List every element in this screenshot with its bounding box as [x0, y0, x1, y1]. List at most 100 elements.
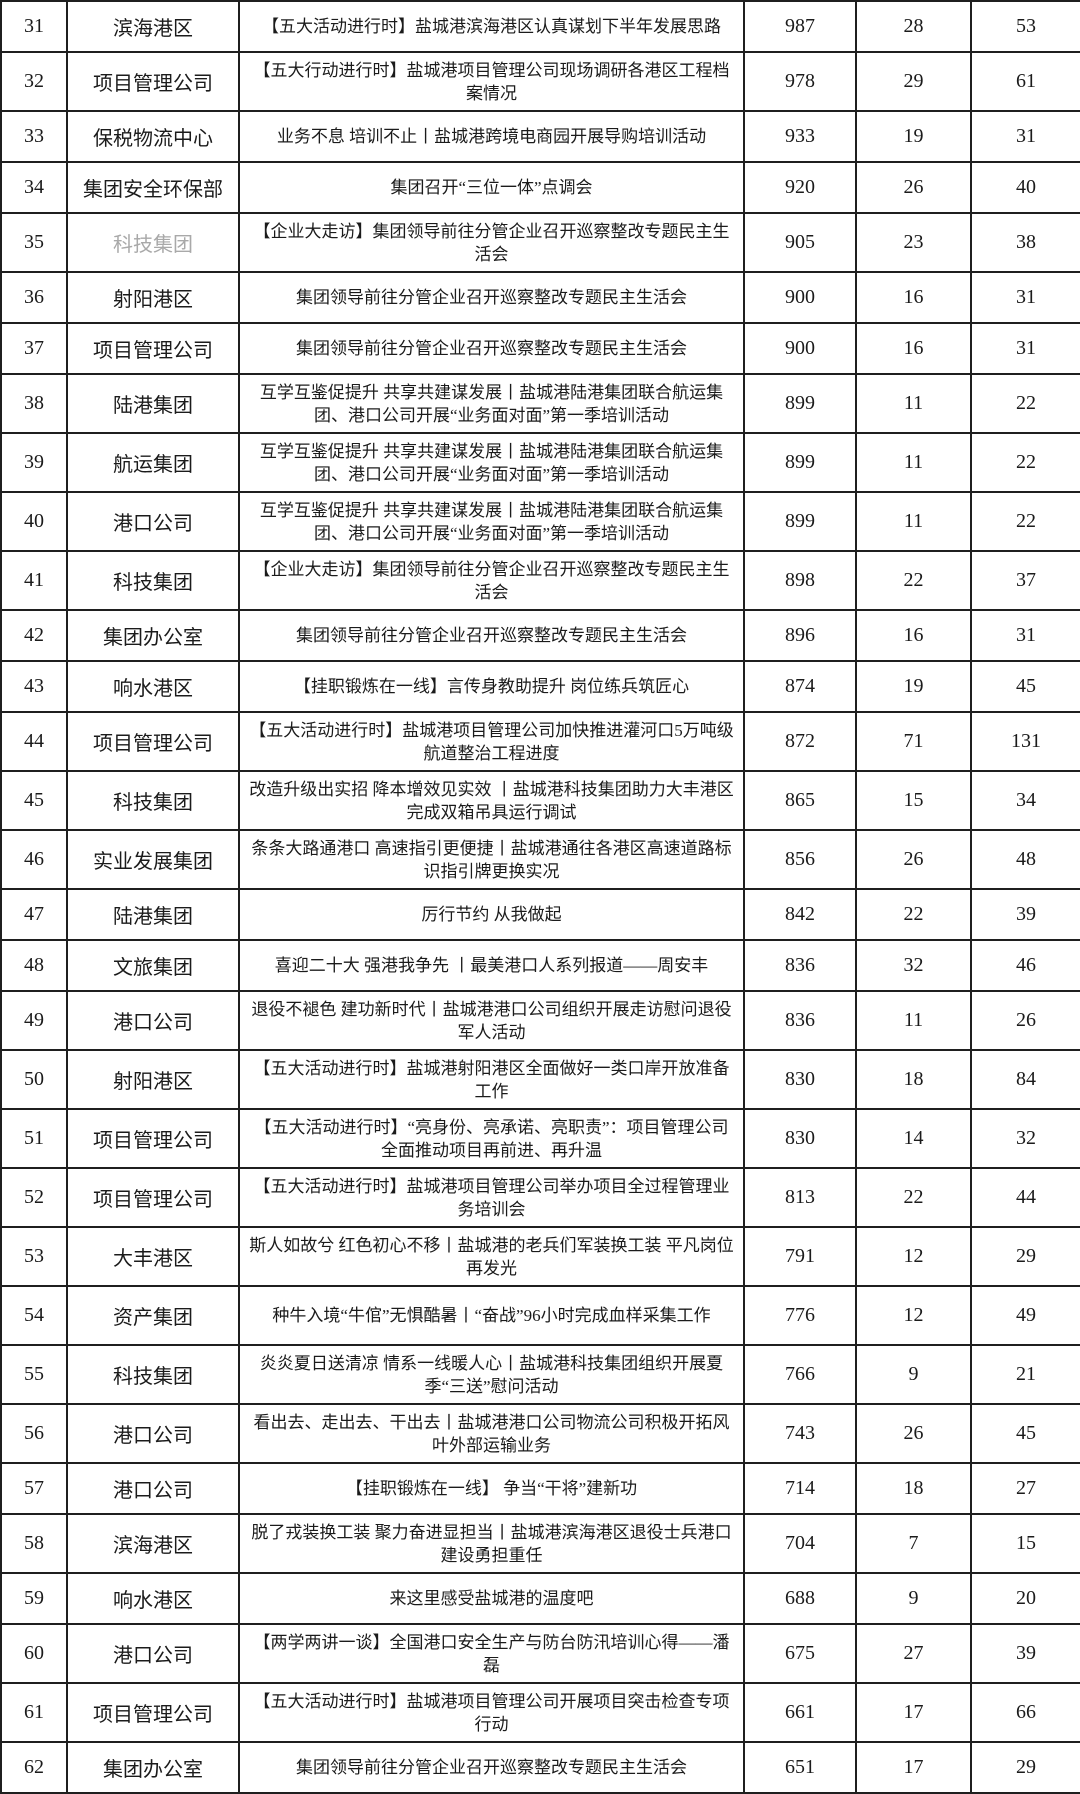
row-stat-3: 20 — [970, 1572, 1080, 1625]
row-organization: 文旅集团 — [66, 939, 240, 992]
row-stat-3: 22 — [970, 432, 1080, 493]
row-article-title: 【企业大走访】集团领导前往分管企业召开巡察整改专题民主生活会 — [238, 212, 745, 273]
row-organization: 项目管理公司 — [66, 322, 240, 375]
row-stat-1: 899 — [743, 373, 857, 434]
row-stat-3: 26 — [970, 990, 1080, 1051]
row-article-title: 集团领导前往分管企业召开巡察整改专题民主生活会 — [238, 1741, 745, 1794]
row-stat-1: 704 — [743, 1513, 857, 1574]
row-stat-1: 776 — [743, 1285, 857, 1346]
row-rank: 47 — [0, 888, 68, 941]
row-stat-1: 987 — [743, 0, 857, 53]
row-article-title: 【五大活动进行时】盐城港项目管理公司开展项目突击检查专项行动 — [238, 1682, 745, 1743]
row-article-title: 互学互鉴促提升 共享共建谋发展丨盐城港陆港集团联合航运集团、港口公司开展“业务面… — [238, 432, 745, 493]
row-rank: 38 — [0, 373, 68, 434]
row-article-title: 斯人如故兮 红色初心不移丨盐城港的老兵们军装换工装 平凡岗位再发光 — [238, 1226, 745, 1287]
row-stat-1: 791 — [743, 1226, 857, 1287]
row-rank: 62 — [0, 1741, 68, 1794]
row-organization: 航运集团 — [66, 432, 240, 493]
row-rank: 42 — [0, 609, 68, 662]
row-stat-3: 45 — [970, 1403, 1080, 1464]
row-rank: 57 — [0, 1462, 68, 1515]
row-organization: 响水港区 — [66, 660, 240, 713]
row-article-title: 集团召开“三位一体”点调会 — [238, 161, 745, 214]
row-article-title: 条条大路通港口 高速指引更便捷丨盐城港通往各港区高速道路标识指引牌更换实况 — [238, 829, 745, 890]
row-stat-2: 28 — [855, 0, 972, 53]
table-row: 49 港口公司 退役不褪色 建功新时代丨盐城港港口公司组织开展走访慰问退役军人活… — [0, 990, 1080, 1051]
row-organization: 集团办公室 — [66, 609, 240, 662]
row-stat-2: 11 — [855, 990, 972, 1051]
row-rank: 55 — [0, 1344, 68, 1405]
row-organization: 陆港集团 — [66, 373, 240, 434]
row-stat-3: 45 — [970, 660, 1080, 713]
row-rank: 35 — [0, 212, 68, 273]
row-stat-2: 32 — [855, 939, 972, 992]
row-stat-2: 26 — [855, 161, 972, 214]
row-stat-2: 29 — [855, 51, 972, 112]
row-rank: 53 — [0, 1226, 68, 1287]
row-article-title: 【五大活动进行时】盐城港项目管理公司加快推进灌河口5万吨级航道整治工程进度 — [238, 711, 745, 772]
table-row: 45 科技集团 改造升级出实招 降本增效见实效 丨盐城港科技集团助力大丰港区完成… — [0, 770, 1080, 831]
row-stat-2: 7 — [855, 1513, 972, 1574]
row-stat-2: 14 — [855, 1108, 972, 1169]
row-organization: 港口公司 — [66, 1623, 240, 1684]
row-stat-1: 830 — [743, 1108, 857, 1169]
table-row: 41 科技集团 【企业大走访】集团领导前往分管企业召开巡察整改专题民主生活会 8… — [0, 550, 1080, 611]
row-stat-3: 61 — [970, 51, 1080, 112]
row-stat-2: 22 — [855, 1167, 972, 1228]
table-row: 59 响水港区 来这里感受盐城港的温度吧 688 9 20 — [0, 1572, 1080, 1625]
row-rank: 44 — [0, 711, 68, 772]
row-organization: 集团办公室 — [66, 1741, 240, 1794]
row-stat-1: 651 — [743, 1741, 857, 1794]
row-rank: 61 — [0, 1682, 68, 1743]
row-stat-2: 12 — [855, 1226, 972, 1287]
row-stat-3: 84 — [970, 1049, 1080, 1110]
row-organization: 响水港区 — [66, 1572, 240, 1625]
row-article-title: 【五大活动进行时】“亮身份、亮承诺、亮职责”：项目管理公司全面推动项目再前进、再… — [238, 1108, 745, 1169]
row-stat-2: 16 — [855, 271, 972, 324]
row-organization: 项目管理公司 — [66, 51, 240, 112]
row-stat-3: 44 — [970, 1167, 1080, 1228]
row-organization: 港口公司 — [66, 491, 240, 552]
table-row: 62 集团办公室 集团领导前往分管企业召开巡察整改专题民主生活会 651 17 … — [0, 1741, 1080, 1794]
table-row: 61 项目管理公司 【五大活动进行时】盐城港项目管理公司开展项目突击检查专项行动… — [0, 1682, 1080, 1743]
row-stat-3: 131 — [970, 711, 1080, 772]
row-article-title: 厉行节约 从我做起 — [238, 888, 745, 941]
row-rank: 48 — [0, 939, 68, 992]
row-stat-3: 32 — [970, 1108, 1080, 1169]
table-row: 47 陆港集团 厉行节约 从我做起 842 22 39 — [0, 888, 1080, 941]
row-organization: 实业发展集团 — [66, 829, 240, 890]
row-article-title: 喜迎二十大 强港我争先 丨最美港口人系列报道——周安丰 — [238, 939, 745, 992]
row-stat-2: 19 — [855, 660, 972, 713]
table-row: 34 集团安全环保部 集团召开“三位一体”点调会 920 26 40 — [0, 161, 1080, 214]
row-organization: 项目管理公司 — [66, 1108, 240, 1169]
row-article-title: 炎炎夏日送清凉 情系一线暖人心丨盐城港科技集团组织开展夏季“三送”慰问活动 — [238, 1344, 745, 1405]
row-rank: 37 — [0, 322, 68, 375]
row-stat-2: 9 — [855, 1344, 972, 1405]
row-stat-2: 11 — [855, 432, 972, 493]
row-article-title: 退役不褪色 建功新时代丨盐城港港口公司组织开展走访慰问退役军人活动 — [238, 990, 745, 1051]
row-article-title: 集团领导前往分管企业召开巡察整改专题民主生活会 — [238, 609, 745, 662]
row-stat-1: 896 — [743, 609, 857, 662]
table-row: 58 滨海港区 脱了戎装换工装 聚力奋进显担当丨盐城港滨海港区退役士兵港口建设勇… — [0, 1513, 1080, 1574]
row-article-title: 看出去、走出去、干出去丨盐城港港口公司物流公司积极开拓风叶外部运输业务 — [238, 1403, 745, 1464]
row-stat-2: 26 — [855, 1403, 972, 1464]
row-organization: 大丰港区 — [66, 1226, 240, 1287]
row-stat-2: 16 — [855, 322, 972, 375]
row-article-title: 集团领导前往分管企业召开巡察整改专题民主生活会 — [238, 271, 745, 324]
table-row: 39 航运集团 互学互鉴促提升 共享共建谋发展丨盐城港陆港集团联合航运集团、港口… — [0, 432, 1080, 493]
row-stat-3: 15 — [970, 1513, 1080, 1574]
row-rank: 58 — [0, 1513, 68, 1574]
row-stat-3: 66 — [970, 1682, 1080, 1743]
row-stat-3: 34 — [970, 770, 1080, 831]
row-stat-3: 31 — [970, 271, 1080, 324]
table-row: 33 保税物流中心 业务不息 培训不止丨盐城港跨境电商园开展导购培训活动 933… — [0, 110, 1080, 163]
row-organization: 保税物流中心 — [66, 110, 240, 163]
row-organization: 港口公司 — [66, 1403, 240, 1464]
row-rank: 36 — [0, 271, 68, 324]
row-organization: 滨海港区 — [66, 1513, 240, 1574]
row-article-title: 改造升级出实招 降本增效见实效 丨盐城港科技集团助力大丰港区完成双箱吊具运行调试 — [238, 770, 745, 831]
table-row: 46 实业发展集团 条条大路通港口 高速指引更便捷丨盐城港通往各港区高速道路标识… — [0, 829, 1080, 890]
row-organization: 陆港集团 — [66, 888, 240, 941]
row-stat-1: 836 — [743, 990, 857, 1051]
